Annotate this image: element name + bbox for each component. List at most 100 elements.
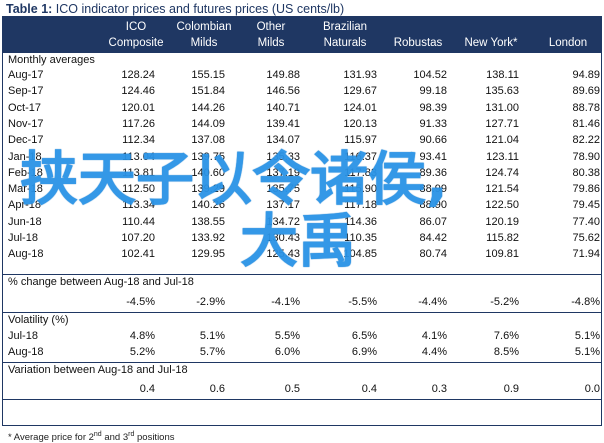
table-row: Jan-18 113.04 139.75 135.33 116.37 93.41 123.1… [3, 151, 601, 166]
table-cell: 71.94 [572, 248, 600, 261]
table-cell: 104.85 [343, 248, 377, 261]
table-cell: 115.97 [344, 134, 377, 147]
table-cell: 5.7% [199, 346, 225, 358]
table-cell: 131.93 [343, 69, 377, 81]
table-row: Aug-17 128.24 155.15 149.88 131.93 104.52 138.… [3, 69, 601, 84]
table-cell: 0.5 [284, 383, 300, 395]
row-label: Jan-18 [8, 150, 42, 163]
table-cell: -4.4% [418, 296, 447, 308]
table-cell: 139.41 [266, 117, 300, 130]
row-label: Feb-18 [8, 166, 43, 179]
table-cell: 88.78 [572, 101, 600, 114]
table-cell: 110.35 [344, 232, 377, 244]
row-label: Oct-17 [8, 101, 42, 114]
table-cell: -2.9% [196, 296, 225, 308]
column-header: Brazilian Naturals [322, 21, 368, 49]
table-row: Jul-18 4.8% 5.1% 5.5% 6.5% 4.1% 7.6% 5.1% [3, 330, 601, 345]
table-cell: 140.60 [191, 166, 225, 179]
table-cell: 110.44 [122, 215, 155, 228]
table-cell: 121.04 [485, 134, 519, 147]
table-cell: -5.5% [348, 296, 377, 308]
table-cell: 6.0% [274, 346, 300, 358]
table-cell: 114.36 [344, 215, 377, 228]
column-header: Robustas [393, 37, 443, 49]
table-cell: 129.95 [191, 248, 225, 261]
table-header: ICO Composite Colombian Milds Other Milds Braz… [3, 17, 601, 53]
table-cell: 125.43 [266, 248, 300, 261]
table-cell: 123.11 [486, 150, 519, 163]
table-cell: 99.18 [419, 85, 447, 98]
table-cell: 134.72 [266, 215, 300, 228]
table-cell: 137.08 [191, 134, 225, 147]
table-cell: 86.07 [419, 215, 447, 228]
table-cell: 139.29 [191, 183, 225, 196]
table-cell: 135.63 [485, 85, 519, 98]
price-table: ICO Composite Colombian Milds Other Milds Braz… [2, 16, 602, 443]
section-volatility: Volatility (%) [8, 314, 69, 326]
table-cell: 0.0 [584, 383, 600, 395]
row-label: Apr-18 [8, 199, 42, 212]
table-cell: 5.1% [199, 330, 225, 342]
table-cell: 6.5% [351, 330, 377, 342]
table-cell: 93.41 [419, 150, 447, 163]
table-cell: 149.88 [266, 69, 300, 81]
column-header: Colombian Milds [176, 21, 232, 49]
table-cell: 144.09 [191, 117, 225, 130]
table-cell: 78.90 [572, 150, 600, 163]
table-cell: 8.5% [493, 346, 519, 358]
row-label: Jul-18 [8, 232, 38, 244]
table-cell: 0.9 [503, 383, 519, 395]
table-cell: 129.67 [343, 85, 377, 98]
table-row: -4.5% -2.9% -4.1% -5.5% -4.4% -5.2% -4.8% [3, 296, 601, 311]
row-label: Mar-18 [8, 183, 43, 196]
table-cell: 134.07 [266, 134, 300, 147]
table-caption: Table 1: ICO indicator prices and future… [6, 2, 344, 16]
column-header: New York* [464, 37, 518, 49]
table-row: 0.4 0.6 0.5 0.4 0.3 0.9 0.0 [3, 383, 601, 398]
table-cell: -4.8% [571, 296, 600, 308]
table-cell: 137.19 [266, 166, 300, 179]
table-cell: 117.26 [122, 117, 155, 130]
table-cell: 139.75 [191, 150, 225, 163]
table-cell: 133.92 [191, 232, 225, 244]
table-cell: 122.50 [485, 199, 519, 212]
table-cell: 120.01 [121, 101, 155, 114]
table-cell: 79.86 [572, 183, 600, 196]
table-cell: 89.69 [572, 85, 600, 98]
table-cell: 137.17 [266, 199, 300, 212]
table-cell: 144.26 [191, 101, 225, 114]
table-cell: 79.45 [572, 199, 600, 212]
table-cell: 146.56 [266, 85, 300, 98]
table-cell: -4.1% [271, 296, 300, 308]
table-cell: 104.52 [413, 69, 447, 81]
table-row: Dec-17 112.34 137.08 134.07 115.97 90.66 121.0… [3, 134, 601, 149]
table-cell: 127.71 [485, 117, 519, 130]
section-divider [3, 312, 601, 313]
table-cell: 4.4% [421, 346, 447, 358]
table-cell: 98.39 [419, 101, 447, 114]
caption-prefix: Table 1: [6, 2, 53, 16]
table-cell: 0.4 [139, 383, 155, 395]
table-cell: 121.54 [485, 183, 519, 196]
table-cell: 130.43 [266, 232, 300, 244]
table-cell: 77.40 [572, 215, 600, 228]
table-cell: -4.5% [126, 296, 155, 308]
caption-title: ICO indicator prices and futures prices … [55, 2, 345, 16]
table-cell: 112.34 [122, 134, 155, 147]
column-header: Other Milds [256, 21, 286, 49]
table-cell: 0.6 [209, 383, 225, 395]
row-label: Jul-18 [8, 330, 38, 342]
table-cell: 7.6% [493, 330, 519, 342]
table-cell: 75.62 [572, 232, 600, 244]
row-label: Sep-17 [8, 85, 44, 98]
table-cell: 131.00 [485, 101, 519, 114]
table-cell: 113.04 [122, 150, 155, 163]
table-row: Mar-18 112.50 139.29 135.75 115.90 88.99 121.5… [3, 183, 601, 198]
table-cell: 124.74 [485, 166, 519, 179]
table-cell: 120.13 [343, 117, 377, 130]
table-cell: 107.20 [121, 232, 155, 244]
table-row: Jun-18 110.44 138.55 134.72 114.36 86.07 120.1… [3, 216, 601, 231]
table-cell: 128.24 [121, 69, 155, 81]
section-pct-change: % change between Aug-18 and Jul-18 [8, 276, 194, 288]
column-header: ICO Composite [108, 21, 164, 49]
